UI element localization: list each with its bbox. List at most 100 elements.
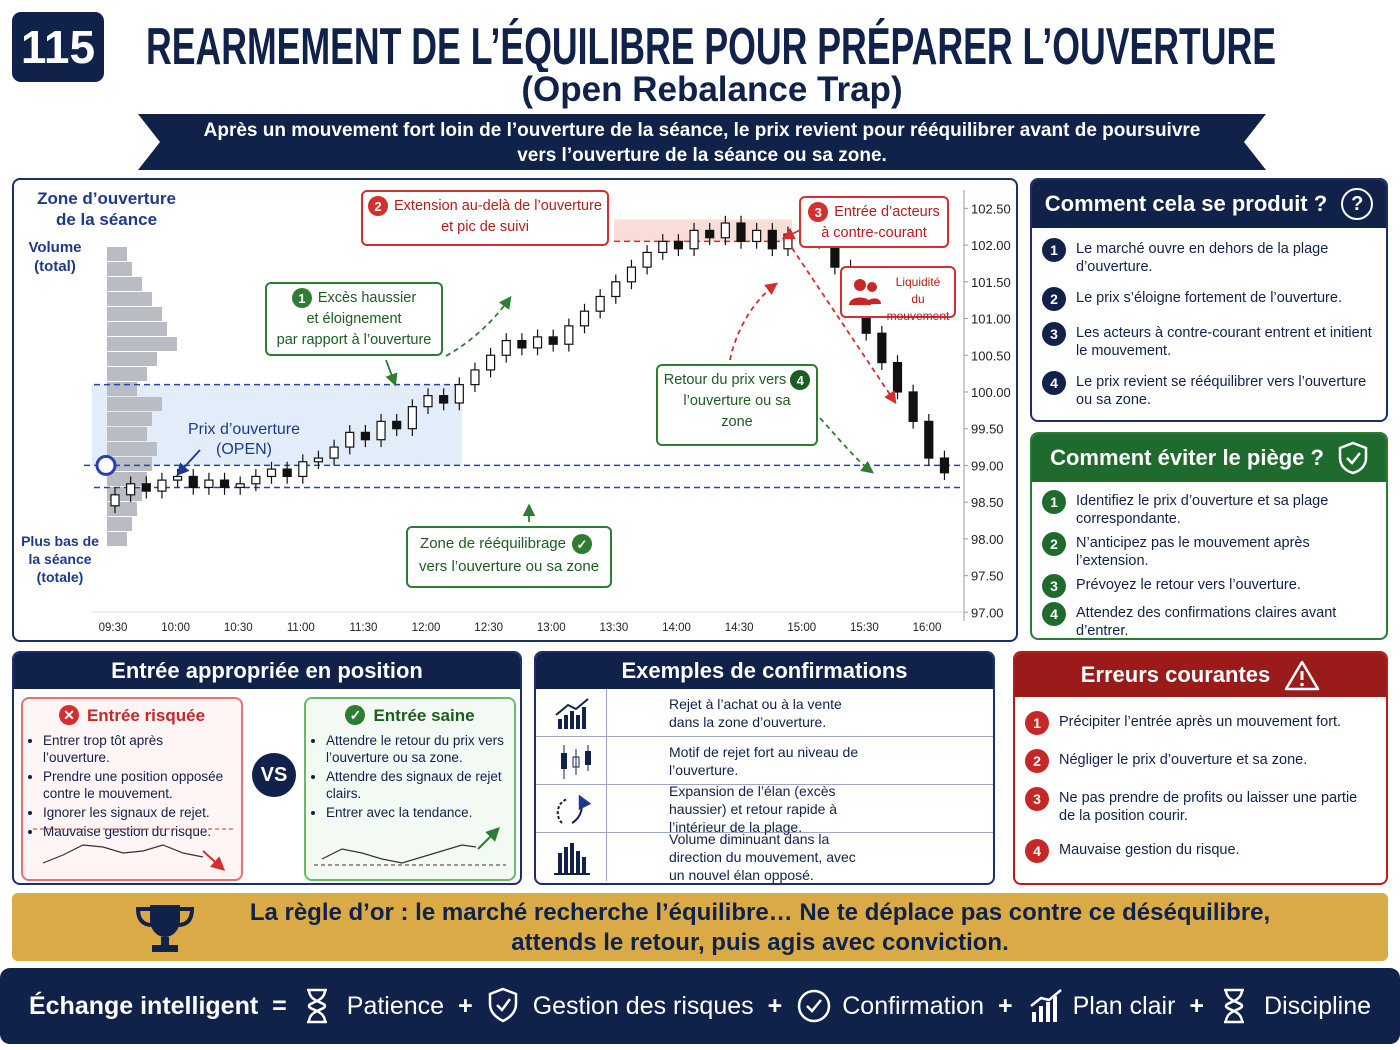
errors-panel: Erreurs courantes 1 Précipiter l’entrée a… — [1013, 651, 1388, 885]
candle-body — [173, 475, 183, 481]
check-icon: ✓ — [571, 534, 592, 555]
candle-body — [939, 457, 950, 474]
candle-body — [235, 483, 245, 489]
list-item: 2 Le prix s’éloigne fortement de l’ouvert… — [1042, 287, 1376, 311]
callout-line: l’ouverture ou sa — [658, 391, 816, 412]
y-tick-label: 98.00 — [971, 532, 1004, 547]
candle-body — [579, 310, 590, 327]
candle-body — [470, 369, 480, 386]
zone-label: Zone d’ouverture de la séance — [24, 188, 189, 230]
item-number: 3 — [1042, 322, 1066, 346]
callout-line: zone — [658, 412, 816, 433]
liquidity-line: du mouvement — [886, 292, 950, 323]
footer-icon — [1029, 989, 1062, 1022]
confirm-icon — [561, 744, 591, 779]
footer-icon — [1224, 988, 1245, 1024]
candle-body — [298, 461, 308, 478]
low-label-line: la séance — [28, 551, 92, 567]
item-number: 1 — [1042, 238, 1066, 262]
separator — [606, 688, 607, 737]
candle-body — [313, 457, 324, 463]
item-number: 4 — [1042, 371, 1066, 395]
rebalance-text: Zone de rééquilibrage — [420, 535, 566, 552]
item-text: Le prix s’éloigne fortement de l’ouvertu… — [1076, 290, 1342, 306]
volume-label-line: (total) — [34, 258, 76, 275]
volume-label-line: Volume — [28, 239, 82, 256]
risky-title: ✕ Entrée risquée — [31, 705, 233, 726]
x-tick-label: 11:30 — [349, 622, 377, 634]
check-icon: ✓ — [345, 705, 366, 725]
callout-line: à contre-courant — [801, 223, 947, 244]
candle-body — [157, 479, 167, 492]
item-text: Précipiter l’entrée après un mouvement f… — [1059, 714, 1342, 730]
candle-body — [266, 468, 277, 478]
footer-label: Confirmation — [842, 991, 984, 1020]
list-item: 1 Identifiez le prix d’ouverture et sa pl… — [1042, 490, 1376, 528]
open-label: Prix d’ouverture (OPEN) — [179, 420, 309, 460]
volume-bar — [107, 427, 147, 441]
x-tick-label: 12:00 — [412, 622, 441, 634]
volume-bar — [107, 292, 152, 306]
y-tick-label: 97.00 — [971, 605, 1004, 620]
callout-text: Excès haussier — [317, 290, 417, 306]
x-tick-label: 15:30 — [850, 622, 879, 634]
low-label-line: Plus bas de — [21, 533, 99, 549]
volume-bar — [107, 412, 152, 426]
arrow — [781, 227, 801, 240]
liquidity-box: Liquidité du mouvement — [840, 266, 956, 323]
title: REARMEMENT DE L’ÉQUILIBRE POUR PRÉPARER … — [146, 18, 1276, 72]
avoid-header: Comment éviter le piège ? — [1032, 434, 1386, 482]
list-item: 4 Mauvaise gestion du risque. — [1025, 839, 1376, 863]
x-tick-label: 14:00 — [662, 622, 691, 634]
volume-bar — [107, 247, 127, 261]
candle-body — [360, 431, 370, 441]
list-item: 1 Précipiter l’entrée après un mouvement … — [1025, 711, 1376, 735]
footer-plus: + — [1189, 991, 1205, 1020]
confirm-icon — [555, 697, 589, 729]
separator — [606, 736, 607, 785]
callout-line: Retour du prix vers 4 — [658, 370, 816, 391]
candle-body — [908, 391, 918, 422]
confirm-icon — [556, 793, 592, 824]
healthy-box: ✓ Entrée saine Attendre le retour du prix… — [304, 697, 516, 881]
callout-line: 1 Excès haussier — [267, 288, 441, 309]
candle-body — [658, 240, 668, 254]
rebalance-line: Zone de rééquilibrage ✓ — [408, 532, 610, 555]
vs-badge: VS — [252, 753, 296, 797]
infographic-number: 115 — [12, 12, 104, 82]
callout-text: Extension au-delà de l’ouverture — [394, 198, 602, 214]
arrow — [385, 359, 398, 387]
volume-bar — [107, 262, 132, 276]
callout-number: 3 — [808, 202, 829, 223]
x-tick-label: 15:00 — [787, 622, 816, 634]
callout-line: par rapport à l’ouverture — [267, 330, 441, 351]
item-number: 2 — [1042, 287, 1066, 311]
chart: 102.50 102.00 101.50 101.00 100.50 100.00 99.5… — [84, 190, 1011, 634]
title-box: REARMEMENT DE L’ÉQUILIBRE POUR PRÉPARER … — [146, 18, 1276, 72]
open-marker — [95, 454, 117, 476]
x-tick-label: 09:30 — [99, 622, 128, 634]
volume-bar — [107, 367, 147, 381]
candle-body — [126, 483, 136, 496]
entry-header: Entrée appropriée en position — [14, 653, 520, 689]
candle-body — [345, 431, 355, 448]
x-tick-label: 10:00 — [161, 622, 190, 634]
candle-body — [595, 295, 605, 312]
x-tick-label: 16:00 — [913, 622, 942, 634]
bullet-item: Entrer avec la tendance. — [326, 804, 506, 821]
how-panel: Comment cela se produit ? ? 1 Le marché o… — [1030, 178, 1388, 422]
callout-text: Retour du prix vers — [663, 372, 787, 388]
bullet-item: Attendre des signaux de rejet clairs. — [326, 768, 506, 802]
footer-label: Gestion des risques — [532, 991, 754, 1020]
callout-text: l’ouverture ou sa — [683, 393, 791, 409]
confirm-text: Motif de rejet fort au niveau de l’ouver… — [669, 743, 859, 778]
candle-body — [564, 325, 574, 345]
item-number: 1 — [1025, 711, 1049, 735]
volume-bar — [107, 307, 162, 321]
footer-lead: Échange intelligent — [28, 991, 259, 1020]
volume-bar — [107, 517, 132, 531]
entry-panel: Entrée appropriée en position ✕ Entrée ri… — [12, 651, 522, 885]
shield-icon — [1338, 441, 1368, 475]
y-tick-label: 100.50 — [971, 348, 1011, 363]
confirm-panel: Exemples de confirmations Rejet à l’acha… — [534, 651, 995, 885]
